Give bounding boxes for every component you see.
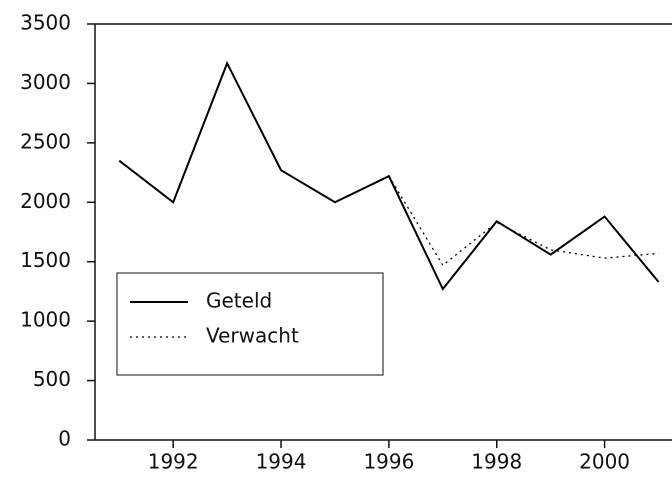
y-tick-label: 3000 (20, 70, 71, 94)
series-line (388, 175, 659, 267)
x-tick-label: 2000 (579, 450, 630, 474)
x-tick-label: 1992 (148, 450, 199, 474)
legend-label: Geteld (206, 289, 272, 313)
x-tick-label: 1996 (363, 450, 414, 474)
y-tick-label: 1500 (20, 248, 71, 272)
legend-label: Verwacht (206, 324, 299, 348)
x-tick-label: 1998 (471, 450, 522, 474)
y-tick-label: 1000 (20, 308, 71, 332)
frame (94, 23, 672, 441)
y-tick-label: 3500 (20, 11, 71, 35)
y-tick-label: 500 (33, 367, 71, 391)
y-tick-label: 2000 (20, 189, 71, 213)
legend-box (116, 272, 384, 376)
y-tick-label: 2500 (20, 129, 71, 153)
y-tick-label: 0 (58, 427, 71, 451)
x-tick-label: 1994 (256, 450, 307, 474)
